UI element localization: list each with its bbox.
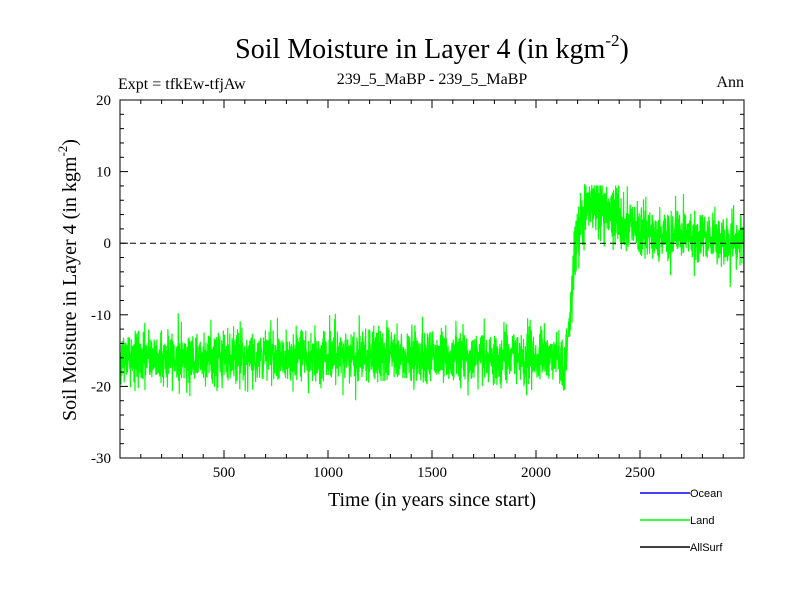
axes-layer: 500 1000 1500 2000 2500 -30 -20 -10 0 10 20 (91, 93, 745, 481)
plot-frame (119, 99, 745, 459)
experiment-label: Expt = tfkEw-tfjAw (118, 76, 246, 93)
x-tick-label: 1500 (417, 465, 447, 481)
y-tick-label: -10 (91, 308, 111, 324)
y-tick-label: 10 (96, 165, 111, 181)
comparison-label: 239_5_MaBP - 239_5_MaBP (337, 71, 528, 88)
y-tick-label: 0 (104, 236, 112, 252)
y-tick-label: 20 (96, 93, 111, 109)
legend-label-ocean: Ocean (690, 488, 722, 500)
x-tick-label: 500 (213, 465, 236, 481)
y-tick-label: -30 (91, 451, 111, 467)
y-tick-label: -20 (91, 379, 111, 395)
x-axis-label: Time (in years since start) (328, 489, 536, 511)
legend: Ocean Land AllSurf (640, 488, 723, 554)
x-tick-label: 1000 (313, 465, 343, 481)
chart-title: Soil Moisture in Layer 4 (in kgm-2) (235, 31, 629, 65)
legend-label-allsurf: AllSurf (690, 542, 723, 554)
series-layer (119, 183, 745, 401)
y-axis-label: Soil Moisture in Layer 4 (in kgm-2) (55, 139, 81, 421)
legend-label-land: Land (690, 515, 714, 527)
season-label: Ann (716, 74, 744, 91)
x-tick-label: 2500 (625, 465, 655, 481)
series-line-land (119, 183, 745, 401)
x-tick-label: 2000 (521, 465, 551, 481)
